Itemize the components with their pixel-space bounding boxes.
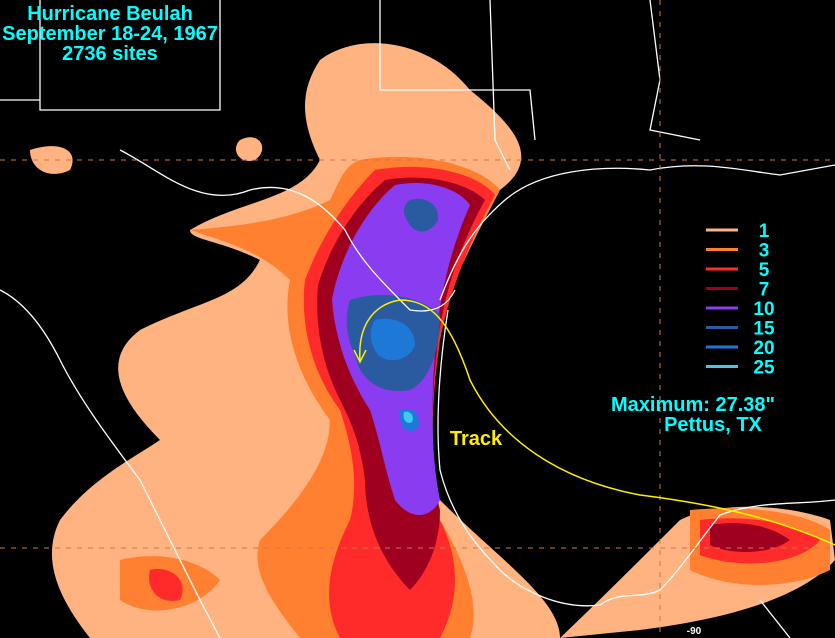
legend-label: 25 [753, 358, 775, 379]
maximum-line: Pettus, TX [664, 414, 762, 436]
track-arrow [353, 349, 367, 364]
storm-track [359, 299, 835, 546]
maximum-line: Maximum: 27.38" [611, 394, 775, 416]
title-line: Hurricane Beulah [27, 3, 193, 25]
legend-label: 1 [759, 221, 770, 242]
legend-label: 10 [753, 299, 774, 320]
legend-label: 5 [759, 260, 770, 281]
legend-label: 7 [759, 280, 770, 301]
title-line: 2736 sites [62, 43, 158, 65]
longitude-label: -90 [687, 626, 702, 637]
legend-label: 15 [753, 319, 775, 340]
rain-25 [403, 411, 413, 423]
legend-label: 3 [759, 241, 770, 262]
maximum-note: Maximum: 27.38"Pettus, TX [611, 394, 775, 436]
legend-label: 20 [753, 338, 774, 359]
track-label: Track [450, 428, 503, 450]
title-line: September 18-24, 1967 [2, 23, 218, 45]
